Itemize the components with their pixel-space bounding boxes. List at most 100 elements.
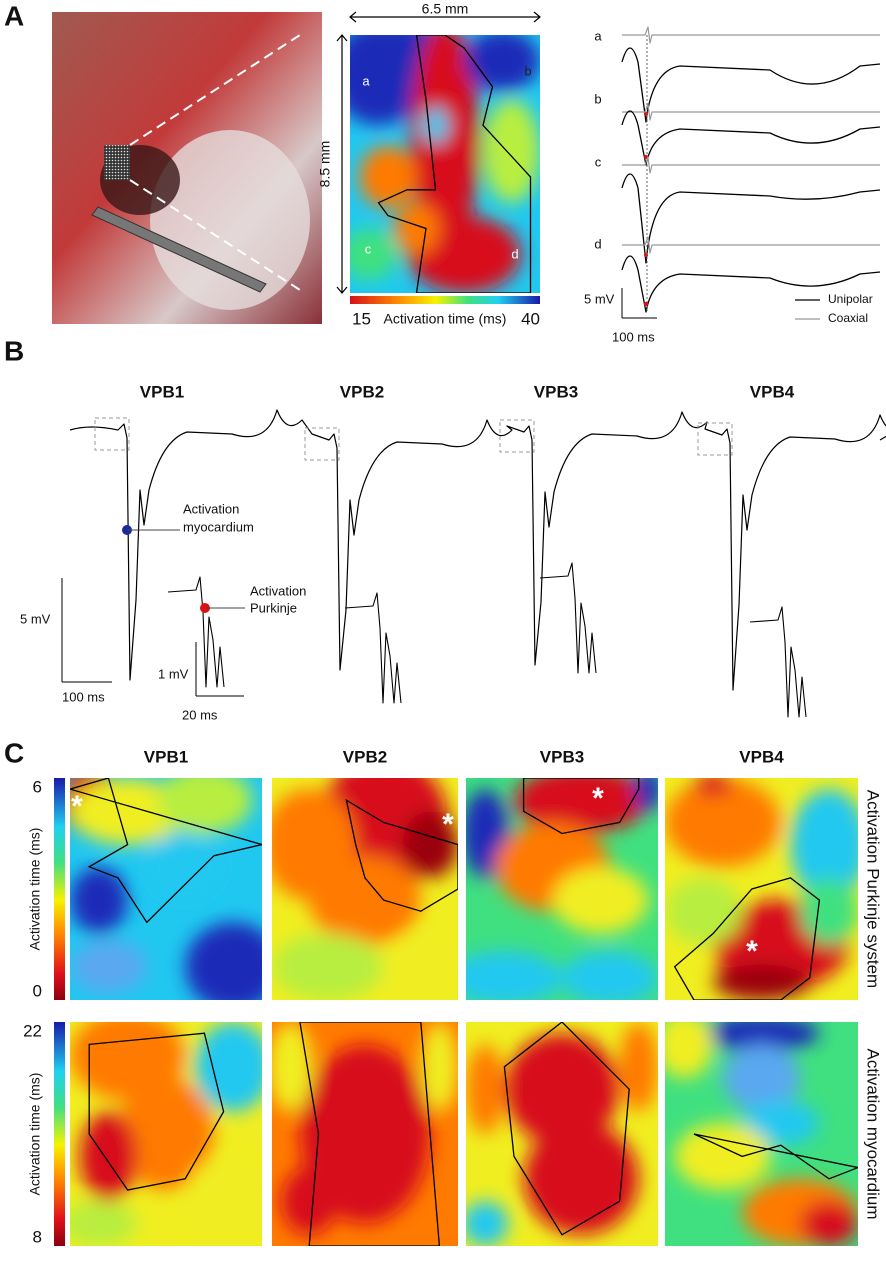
contour [503, 1022, 630, 1236]
arrowheads [336, 34, 348, 294]
inset-trace [749, 606, 807, 718]
map-region [185, 1156, 262, 1246]
label: Activation time (ms) [27, 1073, 43, 1196]
map-region [693, 778, 733, 796]
map-region [299, 1044, 431, 1224]
map-region [562, 951, 658, 1000]
map-region [483, 99, 540, 203]
label: * [746, 935, 758, 968]
map-region [514, 778, 649, 834]
label: * [442, 808, 454, 841]
zoom-box [304, 427, 340, 461]
photo-tissue [150, 130, 310, 310]
map-region [674, 1122, 772, 1190]
map-region [309, 855, 421, 945]
map-region [713, 964, 810, 1000]
label: Activation Purkinje system [864, 790, 883, 988]
label: VPB2 [343, 747, 387, 766]
label: Coaxial [828, 311, 868, 325]
colorbar [54, 778, 65, 1000]
label: 22 [23, 1021, 42, 1040]
zoom-box [499, 419, 535, 453]
coaxial-trace [622, 103, 880, 121]
label: B [4, 335, 24, 366]
catheter [91, 206, 267, 293]
label: 100 ms [62, 689, 105, 704]
map-region [466, 951, 562, 1000]
contour [88, 1032, 225, 1191]
map-region [665, 877, 743, 945]
contour [377, 35, 532, 293]
activation-map [70, 778, 262, 1000]
contour [299, 1022, 441, 1246]
label: Activation time (ms) [384, 311, 507, 327]
colorbar [54, 1022, 65, 1246]
map-region [464, 35, 540, 92]
label: VPB4 [750, 382, 795, 401]
unipolar-trace [621, 255, 881, 313]
contour [345, 798, 458, 912]
label: VPB1 [144, 747, 188, 766]
arrowheads [349, 11, 541, 23]
label: 6 [33, 777, 42, 796]
label: Activation [183, 501, 239, 516]
map-region [118, 1078, 214, 1190]
map-region [79, 1111, 138, 1202]
map-region [383, 933, 458, 1000]
label: * [71, 790, 83, 823]
activation-map [466, 1022, 658, 1246]
colorbar [350, 296, 540, 304]
inset-trace [344, 592, 402, 704]
label: A [4, 0, 24, 31]
label: 15 [352, 309, 371, 328]
map-region [393, 202, 440, 255]
label: 6.5 mm [422, 1, 469, 17]
label: 20 ms [182, 707, 218, 722]
label: VPB3 [534, 382, 578, 401]
map-region [722, 1044, 801, 1112]
zoom-box [697, 422, 733, 456]
map-region [504, 1033, 620, 1146]
label: a [362, 73, 370, 88]
label: Purkinje [250, 600, 297, 615]
map-blobs [665, 1022, 858, 1246]
map-region [185, 922, 262, 1000]
map-region [146, 833, 224, 901]
map-region [790, 789, 858, 901]
coaxial-trace [622, 236, 880, 254]
zoom-box [94, 417, 130, 451]
label: b [594, 91, 601, 106]
map-region [272, 933, 384, 1000]
label: b [524, 63, 531, 78]
activation-map [350, 35, 540, 293]
map-region [350, 228, 398, 281]
inset-trace [539, 562, 597, 674]
label: 8.5 mm [317, 141, 333, 188]
map-blobs [272, 1022, 458, 1235]
label: a [594, 28, 602, 43]
inset-trace [167, 576, 225, 688]
label: VPB2 [340, 382, 384, 401]
map-region [665, 778, 781, 867]
label: Activation myocardium [864, 1048, 883, 1219]
contour [693, 1133, 858, 1180]
map-region [466, 1044, 505, 1134]
map-region [156, 778, 253, 834]
activation-dot [644, 302, 648, 306]
label: d [594, 236, 601, 251]
label: VPB3 [540, 747, 584, 766]
label: d [511, 246, 518, 261]
activation-map [272, 778, 458, 1000]
unipolar-trace [621, 173, 881, 264]
map-blobs [70, 1022, 262, 1246]
contour [673, 877, 821, 1000]
label: VPB1 [140, 382, 184, 401]
label: 5 mV [584, 291, 615, 306]
map-region [281, 1167, 338, 1235]
label: Activation time (ms) [27, 828, 43, 951]
map-region [70, 940, 147, 994]
map-blobs [466, 778, 658, 1000]
map-region [800, 1201, 858, 1246]
coaxial-trace [622, 156, 880, 174]
